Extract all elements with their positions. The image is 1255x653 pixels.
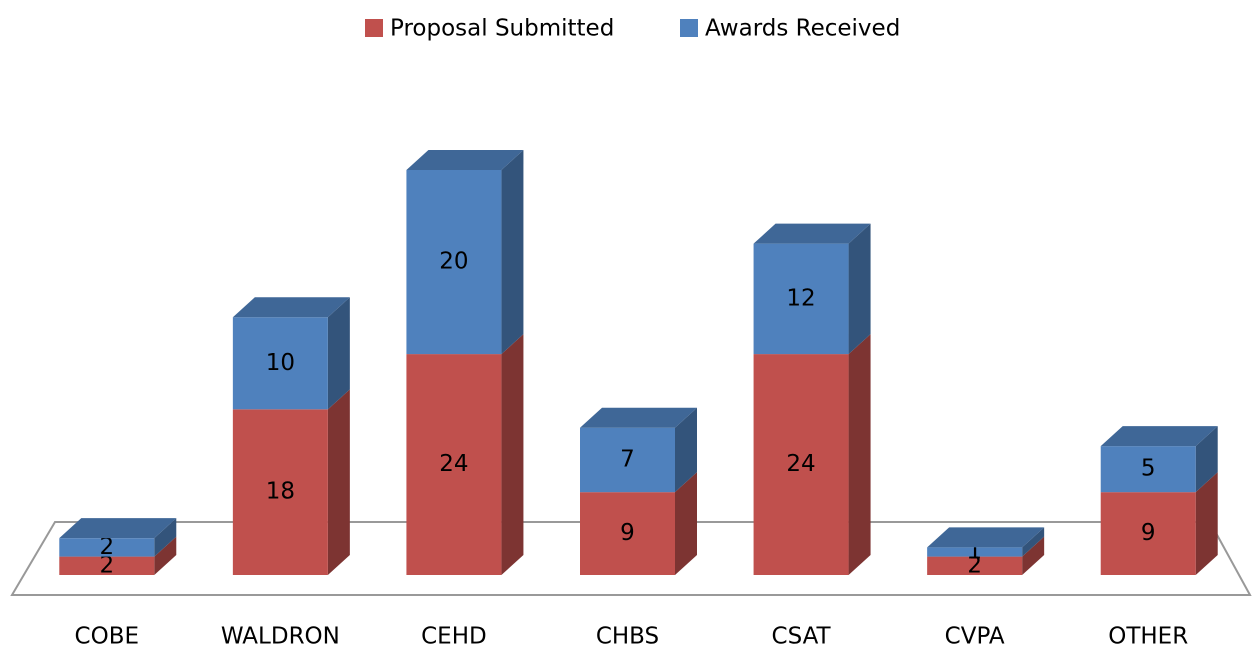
data-label: 2 <box>967 552 982 578</box>
x-tick-label: CVPA <box>945 624 1005 650</box>
bar-side <box>154 536 177 575</box>
bar-side <box>1022 527 1045 557</box>
bar <box>753 243 849 355</box>
bar <box>580 492 675 575</box>
bar-side <box>848 223 871 355</box>
x-tick-label: CSAT <box>772 624 832 650</box>
data-label: 5 <box>1141 456 1156 482</box>
bar <box>580 427 675 493</box>
x-tick-label: CEHD <box>421 624 487 650</box>
bar <box>232 317 328 410</box>
data-label: 10 <box>266 350 295 376</box>
bar-side <box>675 407 697 493</box>
data-label: 2 <box>99 552 114 578</box>
bar <box>59 556 155 575</box>
bar <box>1100 446 1196 493</box>
x-tick-label: WALDRON <box>221 624 340 650</box>
legend-swatch <box>680 19 698 37</box>
data-label: 9 <box>620 520 635 546</box>
bar <box>927 556 1023 575</box>
bar-side <box>327 389 350 575</box>
bar-top <box>927 527 1045 548</box>
bar-side <box>1022 536 1045 575</box>
x-tick-label: OTHER <box>1108 624 1188 650</box>
bar <box>406 170 502 355</box>
legend-swatch <box>365 19 383 37</box>
bar-top <box>580 407 697 428</box>
data-label: 12 <box>786 285 815 311</box>
bar-side <box>848 334 871 575</box>
data-label: 20 <box>439 249 468 275</box>
bar-side <box>327 297 350 410</box>
bar <box>59 538 155 557</box>
bar-top <box>406 150 524 170</box>
data-label: 9 <box>1141 520 1156 546</box>
legend-label: Proposal Submitted <box>390 16 614 42</box>
bar-top <box>753 223 871 244</box>
bar <box>406 354 502 575</box>
data-label: 24 <box>439 451 468 477</box>
bar <box>753 354 849 575</box>
bar-side <box>1195 472 1218 575</box>
bar-side <box>501 334 524 575</box>
data-label: 7 <box>620 446 635 472</box>
bar <box>232 409 328 575</box>
x-tick-label: COBE <box>75 624 139 650</box>
x-tick-label: CHBS <box>596 624 659 650</box>
bar-side <box>675 472 697 575</box>
bar-side <box>154 518 177 557</box>
bar <box>927 547 1023 557</box>
data-label: 2 <box>99 534 114 560</box>
data-label: 18 <box>266 479 295 505</box>
bar-top <box>232 297 350 318</box>
bar-side <box>501 150 524 355</box>
legend-label: Awards Received <box>705 16 900 42</box>
bar-top <box>1100 426 1218 447</box>
bar-side <box>1195 426 1218 493</box>
bar-top <box>59 518 177 539</box>
data-label: 24 <box>786 451 815 477</box>
bar <box>1100 492 1196 575</box>
